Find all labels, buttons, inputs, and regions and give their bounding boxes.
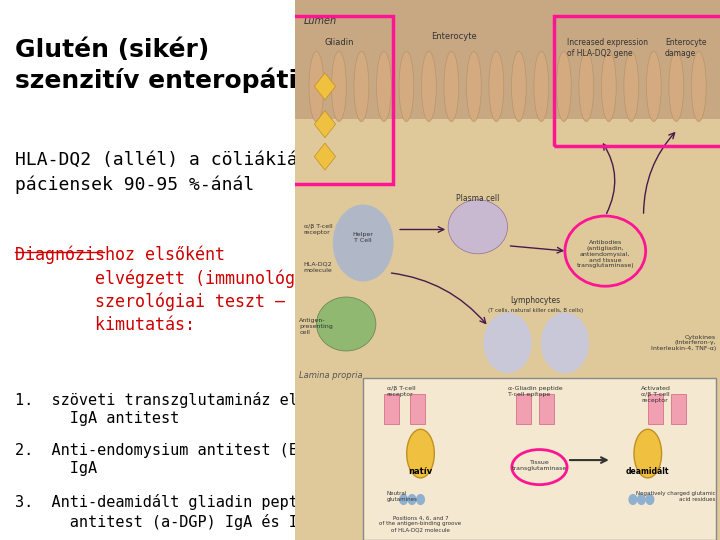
Text: 3.  Anti-deamidált gliadin peptid
      antitest (a-DGP) IgA és IgG: 3. Anti-deamidált gliadin peptid antites… <box>15 494 316 530</box>
Text: Diagnózishoz elsőként
        elvégzett (immunológiai)
        szerológiai teszt: Diagnózishoz elsőként elvégzett (immunol… <box>15 246 375 334</box>
Bar <box>295 0 720 119</box>
Bar <box>648 394 662 424</box>
Ellipse shape <box>309 51 324 122</box>
Text: Activated
α/β T-cell
receptor: Activated α/β T-cell receptor <box>642 386 671 403</box>
Text: HLA-DQ2
molecule: HLA-DQ2 molecule <box>304 262 333 273</box>
Circle shape <box>333 205 393 281</box>
Circle shape <box>541 313 588 373</box>
Text: 2.  Anti-endomysium antitest (EMA)
      IgA: 2. Anti-endomysium antitest (EMA) IgA <box>15 443 325 476</box>
Bar <box>671 394 686 424</box>
Ellipse shape <box>354 51 369 122</box>
Ellipse shape <box>377 51 392 122</box>
Bar <box>384 394 400 424</box>
Circle shape <box>417 495 424 504</box>
FancyBboxPatch shape <box>363 378 716 540</box>
Text: HLA-DQ2 (allél) a cöliákiás
páciensek 90-95 %-ánál: HLA-DQ2 (allél) a cöliákiás páciensek 90… <box>15 151 309 193</box>
Ellipse shape <box>448 200 508 254</box>
Ellipse shape <box>317 297 376 351</box>
Ellipse shape <box>399 51 414 122</box>
Ellipse shape <box>579 51 594 122</box>
Ellipse shape <box>647 51 661 122</box>
Circle shape <box>638 495 645 504</box>
Circle shape <box>485 313 531 373</box>
Circle shape <box>400 495 408 504</box>
Text: Antibodies
(antigliadin,
antiendomysial,
and tissue
transglutaminase): Antibodies (antigliadin, antiendomysial,… <box>577 240 634 268</box>
Ellipse shape <box>444 51 459 122</box>
Text: Enterocyte: Enterocyte <box>431 32 477 42</box>
Bar <box>539 394 554 424</box>
Text: Increased expression
of HLA-DQ2 gene: Increased expression of HLA-DQ2 gene <box>567 38 648 58</box>
Ellipse shape <box>691 51 706 122</box>
Text: Gliadin: Gliadin <box>325 38 354 47</box>
Circle shape <box>629 495 636 504</box>
Text: Tissue
transglutaminase: Tissue transglutaminase <box>512 460 567 471</box>
Ellipse shape <box>421 51 436 122</box>
Text: α/β T-cell
receptor: α/β T-cell receptor <box>387 386 415 397</box>
Text: (T cells, natural killer cells, B cells): (T cells, natural killer cells, B cells) <box>487 308 582 313</box>
Text: Lumen: Lumen <box>304 16 337 26</box>
Text: deamidált: deamidált <box>626 467 670 476</box>
Ellipse shape <box>557 51 571 122</box>
Bar <box>410 394 425 424</box>
Circle shape <box>408 495 416 504</box>
Ellipse shape <box>489 51 504 122</box>
Ellipse shape <box>534 51 549 122</box>
Text: α-Gliadin peptide
T-cell epitope: α-Gliadin peptide T-cell epitope <box>508 386 562 397</box>
Text: 1.  szöveti transzglutamináz ellenes
      IgA antitest: 1. szöveti transzglutamináz ellenes IgA … <box>15 392 343 426</box>
Text: Lamina propria: Lamina propria <box>300 371 363 380</box>
Ellipse shape <box>624 51 639 122</box>
Text: Enterocyte
damage: Enterocyte damage <box>665 38 706 58</box>
Ellipse shape <box>331 51 346 122</box>
Ellipse shape <box>511 51 526 122</box>
Text: Neutral
glutamines: Neutral glutamines <box>387 491 418 502</box>
Ellipse shape <box>669 51 684 122</box>
Text: Antigen-
presenting
cell: Antigen- presenting cell <box>300 319 333 335</box>
Bar <box>516 394 531 424</box>
Text: α/β T-cell
receptor: α/β T-cell receptor <box>304 224 333 235</box>
Circle shape <box>646 495 654 504</box>
Text: natív: natív <box>408 467 433 476</box>
Text: Positions 4, 6, and 7
of the antigen-binding groove
of HLA-DQ2 molecule: Positions 4, 6, and 7 of the antigen-bin… <box>379 516 462 532</box>
Ellipse shape <box>634 429 662 478</box>
Text: Plasma cell: Plasma cell <box>456 194 500 204</box>
Text: Lymphocytes: Lymphocytes <box>510 296 560 305</box>
Text: Glutén (sikér)
szenzitív enteropátia: Glutén (sikér) szenzitív enteropátia <box>15 38 314 93</box>
Ellipse shape <box>407 429 434 478</box>
Text: Negatively charged glutamic
acid residues: Negatively charged glutamic acid residue… <box>636 491 716 502</box>
Ellipse shape <box>601 51 616 122</box>
Text: Cytokines
(Interferon-γ,
Interleukin-4, TNF-α): Cytokines (Interferon-γ, Interleukin-4, … <box>650 335 716 351</box>
Ellipse shape <box>467 51 481 122</box>
Text: Helper
T Cell: Helper T Cell <box>353 232 374 243</box>
